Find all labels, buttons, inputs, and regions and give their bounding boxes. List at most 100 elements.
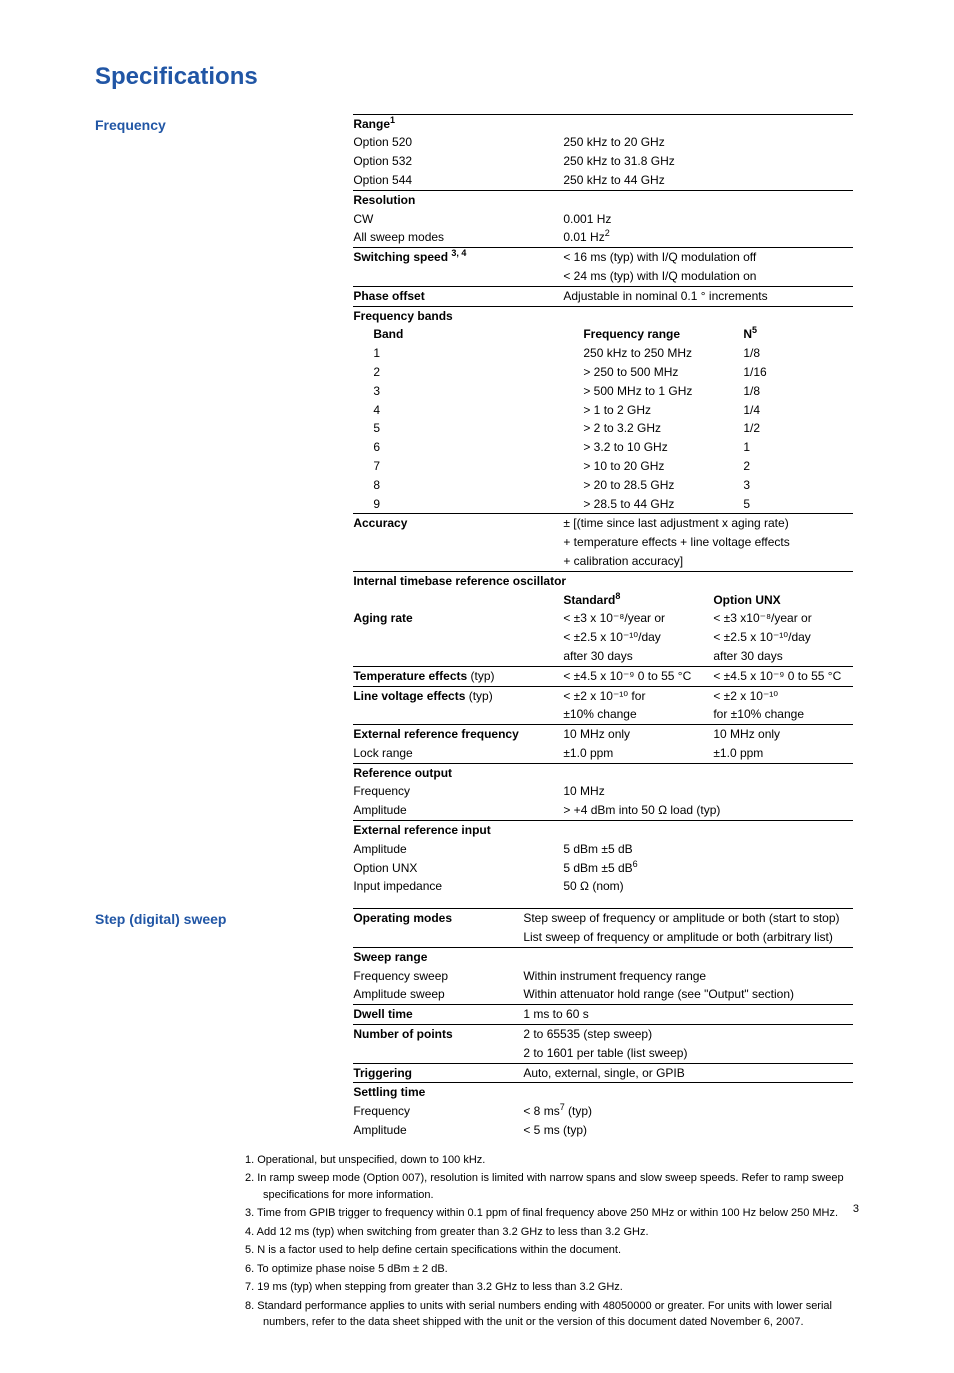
- band-n: 2: [743, 458, 853, 475]
- band-num: 1: [353, 345, 583, 362]
- resolution-header: Resolution: [353, 192, 563, 209]
- band-num: 8: [353, 477, 583, 494]
- band-range: 250 kHz to 250 MHz: [583, 345, 743, 362]
- band-range: > 250 to 500 MHz: [583, 364, 743, 381]
- row-label: Amplitude: [353, 841, 563, 858]
- row-value: Auto, external, single, or GPIB: [523, 1065, 853, 1082]
- bands-header: Frequency bands: [353, 308, 563, 325]
- switching-sup: 3, 4: [451, 248, 466, 258]
- row-value: 0.001 Hz: [563, 211, 853, 228]
- band-range: > 500 MHz to 1 GHz: [583, 383, 743, 400]
- page-number: 3: [853, 1202, 859, 1217]
- section-step-sweep: Step (digital) sweep: [95, 908, 350, 930]
- row-value: 250 kHz to 31.8 GHz: [563, 153, 853, 170]
- row-value: Within instrument frequency range: [523, 968, 853, 985]
- col-range: Frequency range: [583, 326, 743, 343]
- refout-header: Reference output: [353, 765, 563, 782]
- section-frequency: Frequency: [95, 114, 350, 136]
- row-value: < ±2 x 10⁻¹⁰ for: [563, 688, 713, 705]
- row-value: for ±10% change: [713, 706, 853, 723]
- row-value: < ±4.5 x 10⁻⁹ 0 to 55 °C: [563, 668, 713, 685]
- row-value: Within attenuator hold range (see "Outpu…: [523, 986, 853, 1003]
- row-value: < 8 ms7 (typ): [523, 1103, 853, 1120]
- extin-header: External reference input: [353, 822, 563, 839]
- footnote: 6. To optimize phase noise 5 dBm ± 2 dB.: [245, 1261, 859, 1278]
- row-value: > +4 dBm into 50 Ω load (typ): [563, 802, 853, 819]
- row-value: < ±2.5 x 10⁻¹⁰/day: [563, 629, 713, 646]
- band-range: > 2 to 3.2 GHz: [583, 420, 743, 437]
- trigger-label: Triggering: [353, 1065, 523, 1082]
- band-range: > 28.5 to 44 GHz: [583, 496, 743, 513]
- footnote: 2. In ramp sweep mode (Option 007), reso…: [245, 1170, 859, 1203]
- col-n: N5: [743, 326, 853, 343]
- row-value: ± [(time since last adjustment x aging r…: [563, 515, 853, 532]
- row-value: ±1.0 ppm: [713, 745, 853, 762]
- row-value: ±1.0 ppm: [563, 745, 713, 762]
- phase-header: Phase offset: [353, 288, 563, 305]
- band-range: > 10 to 20 GHz: [583, 458, 743, 475]
- timebase-header: Internal timebase reference oscillator: [353, 573, 566, 590]
- row-value: 1 ms to 60 s: [523, 1006, 853, 1023]
- band-n: 3: [743, 477, 853, 494]
- band-range: > 1 to 2 GHz: [583, 402, 743, 419]
- row-value: < 24 ms (typ) with I/Q modulation on: [563, 268, 853, 285]
- row-value: < ±2 x 10⁻¹⁰: [713, 688, 853, 705]
- row-label: Input impedance: [353, 878, 563, 895]
- row-value: 10 MHz only: [563, 726, 713, 743]
- band-range: > 20 to 28.5 GHz: [583, 477, 743, 494]
- row-label: All sweep modes: [353, 229, 563, 246]
- dwell-label: Dwell time: [353, 1006, 523, 1023]
- row-value: < 5 ms (typ): [523, 1122, 853, 1139]
- band-num: 7: [353, 458, 583, 475]
- row-value: 5 dBm ±5 dB: [563, 841, 853, 858]
- row-value: < ±3 x10⁻⁸/year or: [713, 610, 853, 627]
- unx-header: Option UNX: [713, 592, 853, 609]
- footnote: 8. Standard performance applies to units…: [245, 1298, 859, 1331]
- row-value: ±10% change: [563, 706, 713, 723]
- points-label: Number of points: [353, 1026, 523, 1043]
- band-num: 3: [353, 383, 583, 400]
- row-value: after 30 days: [563, 648, 713, 665]
- lock-label: Lock range: [353, 745, 563, 762]
- std-header: Standard8: [563, 592, 713, 609]
- row-value: 50 Ω (nom): [563, 878, 853, 895]
- row-value: < ±3 x 10⁻⁸/year or: [563, 610, 713, 627]
- frequency-table: Range1 Option 520250 kHz to 20 GHz Optio…: [353, 114, 853, 897]
- row-label: Amplitude sweep: [353, 986, 523, 1003]
- row-label: CW: [353, 211, 563, 228]
- aging-header: Aging rate: [353, 610, 563, 627]
- row-label: Amplitude: [353, 802, 563, 819]
- band-n: 1: [743, 439, 853, 456]
- footnote: 5. N is a factor used to help define cer…: [245, 1242, 859, 1259]
- row-value: < ±2.5 x 10⁻¹⁰/day: [713, 629, 853, 646]
- accuracy-header: Accuracy: [353, 515, 563, 532]
- band-n: 1/16: [743, 364, 853, 381]
- footnote: 1. Operational, but unspecified, down to…: [245, 1152, 859, 1169]
- band-num: 5: [353, 420, 583, 437]
- row-value: 0.01 Hz2: [563, 229, 853, 246]
- row-value: 2 to 65535 (step sweep): [523, 1026, 853, 1043]
- footnote: 7. 19 ms (typ) when stepping from greate…: [245, 1279, 859, 1296]
- band-n: 5: [743, 496, 853, 513]
- row-label: Frequency: [353, 1103, 523, 1120]
- opmodes-label: Operating modes: [353, 910, 523, 927]
- row-value: 10 MHz only: [713, 726, 853, 743]
- band-num: 4: [353, 402, 583, 419]
- row-value: Step sweep of frequency or amplitude or …: [523, 910, 853, 927]
- band-num: 6: [353, 439, 583, 456]
- band-n: 1/8: [743, 345, 853, 362]
- col-band: Band: [353, 326, 583, 343]
- band-range: > 3.2 to 10 GHz: [583, 439, 743, 456]
- row-value: 5 dBm ±5 dB6: [563, 860, 853, 877]
- band-n: 1/8: [743, 383, 853, 400]
- row-value: 250 kHz to 20 GHz: [563, 134, 853, 151]
- band-num: 2: [353, 364, 583, 381]
- row-value: 250 kHz to 44 GHz: [563, 172, 853, 189]
- row-value: Adjustable in nominal 0.1 ° increments: [563, 288, 853, 305]
- switching-header: Switching speed: [353, 250, 448, 264]
- temp-label: Temperature effects (typ): [353, 668, 563, 685]
- row-value: after 30 days: [713, 648, 853, 665]
- extref-label: External reference frequency: [353, 726, 563, 743]
- band-n: 1/2: [743, 420, 853, 437]
- row-label: Amplitude: [353, 1122, 523, 1139]
